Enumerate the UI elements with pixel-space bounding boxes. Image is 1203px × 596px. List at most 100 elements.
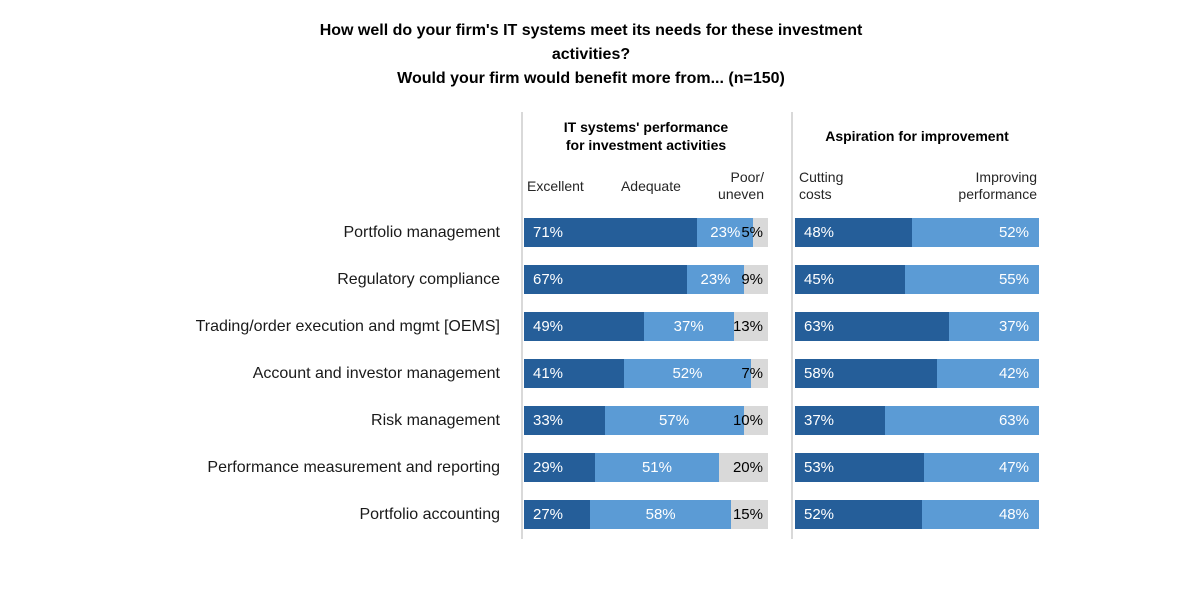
row-label: Portfolio management [343,223,500,241]
improving-performance-segment: 55% [904,265,1039,294]
right-panel-axis-line [791,112,793,539]
poor-uneven-value: 15% [732,506,763,523]
aspiration-bar: 63% 37% [795,312,1039,341]
poor-uneven-value: 10% [732,412,763,429]
table-row: Account and investor management 41% 52% … [0,359,1203,388]
improving-performance-value: 52% [998,224,1029,241]
cutting-costs-value: 45% [804,271,835,288]
cutting-costs-value: 52% [804,506,835,523]
excellent-value: 71% [533,224,564,241]
adequate-segment: 23% [697,218,754,247]
excellent-segment: 33% [524,406,605,435]
table-row: Regulatory compliance 67% 23% 9% 45% 55% [0,265,1203,294]
poor-uneven-segment [750,359,768,388]
improving-performance-segment: 63% [885,406,1039,435]
excellent-value: 67% [533,271,564,288]
excellent-value: 27% [533,506,564,523]
adequate-segment: 23% [687,265,744,294]
improving-performance-value: 55% [998,271,1029,288]
excellent-segment: 49% [524,312,644,341]
performance-bar: 71% 23% 5% [524,218,768,247]
excellent-value: 33% [533,412,564,429]
excellent-segment: 41% [524,359,625,388]
table-row: Risk management 33% 57% 10% 37% 63% [0,406,1203,435]
cutting-costs-value: 37% [804,412,835,429]
performance-bar: 27% 58% 15% [524,500,768,529]
poor-uneven-segment [743,265,768,294]
col-header-improving-performance: Improving performance [958,169,1037,202]
row-label: Account and investor management [252,364,500,382]
adequate-segment: 37% [643,312,734,341]
poor-uneven-value: 20% [732,459,763,476]
left-panel-title: IT systems' performance for investment a… [563,119,729,153]
poor-uneven-value: 13% [732,318,763,335]
improving-performance-segment: 52% [912,218,1039,247]
improving-performance-value: 47% [998,459,1029,476]
chart-title: How well do your firm's IT systems meet … [319,22,863,87]
performance-bar: 67% 23% 9% [524,265,768,294]
performance-bar: 49% 37% 13% [524,312,768,341]
row-label: Risk management [371,411,500,429]
col-header-cutting-costs: Cutting costs [799,169,844,202]
performance-bar: 33% 57% 10% [524,406,768,435]
adequate-segment: 51% [594,453,720,482]
table-row: Portfolio management 71% 23% 5% 48% 52% [0,218,1203,247]
adequate-segment: 58% [589,500,732,529]
aspiration-bar: 58% 42% [795,359,1039,388]
row-label: Performance measurement and reporting [207,458,500,476]
excellent-value: 49% [533,318,564,335]
excellent-segment: 71% [524,218,698,247]
excellent-segment: 67% [524,265,688,294]
aspiration-bar: 37% 63% [795,406,1039,435]
cutting-costs-segment: 53% [795,453,925,482]
poor-uneven-segment [731,500,768,529]
poor-uneven-segment [753,218,768,247]
adequate-value: 52% [672,365,703,382]
cutting-costs-value: 53% [804,459,835,476]
adequate-value: 23% [710,224,741,241]
performance-bar: 29% 51% 20% [524,453,768,482]
improving-performance-value: 42% [998,365,1029,382]
poor-uneven-value: 5% [741,224,763,241]
poor-uneven-value: 9% [741,271,763,288]
improving-performance-value: 48% [998,506,1029,523]
table-row: Performance measurement and reporting 29… [0,453,1203,482]
performance-bar: 41% 52% 7% [524,359,768,388]
poor-uneven-segment [733,312,768,341]
improving-performance-segment: 48% [921,500,1039,529]
right-panel-title: Aspiration for improvement [825,128,1009,144]
adequate-value: 37% [673,318,704,335]
poor-uneven-value: 7% [741,365,763,382]
cutting-costs-value: 58% [804,365,835,382]
right-column-headers: Cutting costs Improving performance [799,165,1037,207]
improving-performance-segment: 42% [936,359,1039,388]
aspiration-bar: 48% 52% [795,218,1039,247]
cutting-costs-segment: 58% [795,359,937,388]
adequate-segment: 57% [604,406,744,435]
table-row: Portfolio accounting 27% 58% 15% 52% 48% [0,500,1203,529]
row-label: Trading/order execution and mgmt [OEMS] [195,317,500,335]
cutting-costs-value: 63% [804,318,835,335]
poor-uneven-segment [719,453,768,482]
excellent-value: 41% [533,365,564,382]
adequate-value: 23% [700,271,731,288]
row-label: Regulatory compliance [337,270,500,288]
cutting-costs-segment: 63% [795,312,949,341]
adequate-value: 58% [645,506,676,523]
row-label: Portfolio accounting [359,505,500,523]
cutting-costs-segment: 37% [795,406,886,435]
col-header-adequate: Adequate [620,177,681,194]
improving-performance-segment: 47% [924,453,1039,482]
aspiration-bar: 53% 47% [795,453,1039,482]
adequate-value: 51% [641,459,672,476]
improving-performance-value: 37% [998,318,1029,335]
left-panel-axis-line [521,112,523,539]
cutting-costs-segment: 52% [795,500,922,529]
table-row: Trading/order execution and mgmt [OEMS] … [0,312,1203,341]
poor-uneven-segment [743,406,768,435]
aspiration-bar: 45% 55% [795,265,1039,294]
col-header-poor-uneven: Poor/ uneven [718,169,764,202]
col-header-excellent: Excellent [527,177,584,194]
improving-performance-segment: 37% [948,312,1039,341]
